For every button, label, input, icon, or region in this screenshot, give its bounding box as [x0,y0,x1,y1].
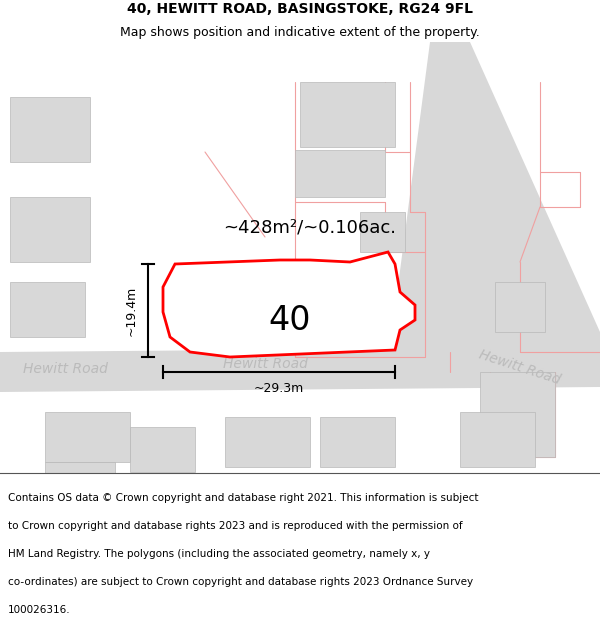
Polygon shape [360,212,405,252]
Polygon shape [10,197,90,262]
Polygon shape [45,462,115,473]
Polygon shape [0,347,600,392]
Polygon shape [320,417,395,467]
Text: HM Land Registry. The polygons (including the associated geometry, namely x, y: HM Land Registry. The polygons (includin… [8,549,430,559]
Polygon shape [460,412,535,467]
Text: Hewitt Road: Hewitt Road [223,357,307,371]
Text: Hewitt Road: Hewitt Road [478,348,563,387]
Polygon shape [163,252,415,357]
Text: Hewitt Road: Hewitt Road [23,362,107,376]
Polygon shape [390,42,600,387]
Polygon shape [45,412,130,462]
Text: ~29.3m: ~29.3m [254,382,304,395]
Polygon shape [225,417,310,467]
Text: Contains OS data © Crown copyright and database right 2021. This information is : Contains OS data © Crown copyright and d… [8,492,478,502]
Text: co-ordinates) are subject to Crown copyright and database rights 2023 Ordnance S: co-ordinates) are subject to Crown copyr… [8,577,473,587]
Polygon shape [295,150,385,197]
Polygon shape [10,97,90,162]
Polygon shape [235,307,305,347]
Text: 40, HEWITT ROAD, BASINGSTOKE, RG24 9FL: 40, HEWITT ROAD, BASINGSTOKE, RG24 9FL [127,2,473,16]
Text: to Crown copyright and database rights 2023 and is reproduced with the permissio: to Crown copyright and database rights 2… [8,521,463,531]
Text: Map shows position and indicative extent of the property.: Map shows position and indicative extent… [120,26,480,39]
Polygon shape [10,282,85,337]
Text: ~19.4m: ~19.4m [125,286,138,336]
Polygon shape [300,82,395,147]
Polygon shape [495,282,545,332]
Text: ~428m²/~0.106ac.: ~428m²/~0.106ac. [223,218,397,236]
Text: 40: 40 [269,304,311,336]
Polygon shape [130,427,195,472]
Polygon shape [480,372,555,457]
Text: 100026316.: 100026316. [8,605,70,615]
